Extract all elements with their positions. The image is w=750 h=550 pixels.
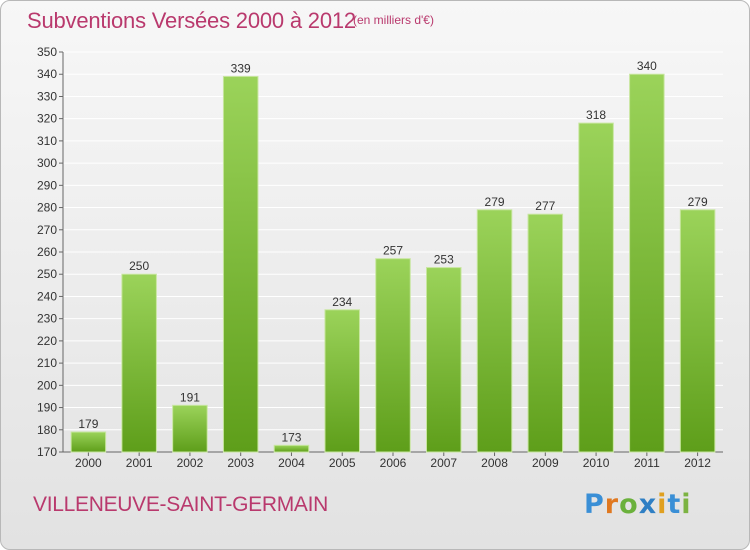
data-label-2007: 253 [434, 253, 454, 267]
commune-name: VILLENEUVE-SAINT-GERMAIN [33, 493, 329, 516]
data-label-2000: 179 [78, 417, 98, 431]
data-label-2005: 234 [332, 295, 352, 309]
data-label-2012: 279 [688, 195, 708, 209]
x-tick-label-2010: 2010 [583, 456, 610, 470]
bars [70, 73, 716, 453]
x-tick-label-2005: 2005 [329, 456, 356, 470]
y-tick-label: 250 [37, 267, 57, 281]
x-tick-label-2004: 2004 [278, 456, 305, 470]
x-tick-label-2011: 2011 [634, 456, 660, 470]
bar-2006 [375, 258, 411, 453]
bar-2000 [70, 431, 107, 453]
data-label-2003: 339 [231, 61, 251, 75]
y-tick-label: 340 [37, 67, 57, 81]
data-label-2011: 340 [637, 59, 657, 73]
bar-2002 [172, 404, 208, 453]
y-tick-label: 170 [37, 445, 57, 459]
bar-2003 [222, 75, 259, 453]
x-tick-label-2002: 2002 [177, 456, 204, 470]
x-tick-label-2007: 2007 [430, 456, 457, 470]
unit-note: (en milliers d'€) [353, 13, 434, 27]
bar-2011 [629, 73, 665, 453]
x-tick-label-2009: 2009 [532, 456, 559, 470]
y-tick-label: 240 [37, 289, 57, 303]
y-tick-label: 290 [37, 178, 57, 192]
x-tick-label-2008: 2008 [481, 456, 508, 470]
y-tick-label: 310 [37, 134, 57, 148]
y-tick-label: 330 [37, 89, 57, 103]
y-tick-label: 200 [37, 378, 57, 392]
y-tick-label: 220 [37, 334, 57, 348]
bar-2009 [527, 213, 564, 453]
y-tick-label: 300 [37, 156, 57, 170]
y-tick-label: 280 [37, 201, 57, 215]
bar-2004 [273, 444, 310, 453]
bar-2008 [476, 209, 513, 453]
data-label-2008: 279 [485, 195, 505, 209]
data-label-2010: 318 [586, 108, 606, 122]
y-tick-label: 270 [37, 223, 57, 237]
data-label-2004: 173 [281, 430, 301, 444]
bar-2012 [679, 209, 716, 453]
bar-2007 [426, 267, 462, 453]
data-label-2002: 191 [180, 390, 200, 404]
y-tick-label: 320 [37, 112, 57, 126]
y-tick-label: 180 [37, 423, 57, 437]
proxiti-logo: Proxiti [584, 489, 692, 520]
bar-2001 [121, 273, 157, 453]
labels: 170 180 190 200 210 220 230 240 250 260 270 280 290 3… [37, 45, 711, 470]
y-tick-label: 260 [37, 245, 57, 259]
data-label-2001: 250 [129, 259, 149, 273]
x-tick-label-2003: 2003 [227, 456, 254, 470]
y-tick-label: 210 [37, 356, 57, 370]
y-tick-label: 230 [37, 312, 57, 326]
y-tick-label: 190 [37, 401, 57, 415]
x-tick-label-2012: 2012 [684, 456, 711, 470]
chart-title: Subventions Versées 2000 à 2012 [27, 8, 356, 33]
x-tick-label-2001: 2001 [126, 456, 153, 470]
x-tick-label-2000: 2000 [75, 456, 102, 470]
y-tick-label: 350 [37, 45, 57, 59]
bar-2005 [324, 309, 360, 453]
data-label-2009: 277 [535, 199, 555, 213]
bar-2010 [578, 122, 614, 453]
x-tick-label-2006: 2006 [380, 456, 407, 470]
data-label-2006: 257 [383, 244, 403, 258]
